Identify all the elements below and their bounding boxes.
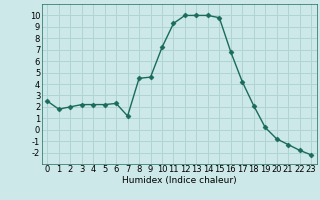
X-axis label: Humidex (Indice chaleur): Humidex (Indice chaleur) bbox=[122, 176, 236, 185]
